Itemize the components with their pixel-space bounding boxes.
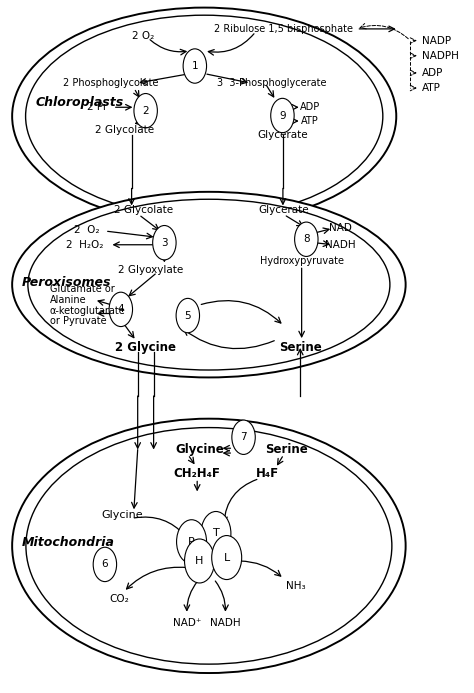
Text: L: L <box>224 552 230 563</box>
Text: 2 Glycine: 2 Glycine <box>115 341 176 353</box>
Text: CO₂: CO₂ <box>109 594 129 604</box>
Text: T: T <box>212 529 219 538</box>
Text: 6: 6 <box>101 559 108 570</box>
Text: Glutamate or: Glutamate or <box>50 284 114 295</box>
Ellipse shape <box>12 419 406 673</box>
Circle shape <box>153 225 176 260</box>
Ellipse shape <box>12 8 396 225</box>
Circle shape <box>134 94 157 128</box>
Text: 2: 2 <box>142 106 149 116</box>
Ellipse shape <box>26 428 392 664</box>
Text: α-ketoglutarate: α-ketoglutarate <box>50 306 125 316</box>
Text: 2 Phosphoglycolate: 2 Phosphoglycolate <box>63 78 158 88</box>
Text: Hydroxypyruvate: Hydroxypyruvate <box>260 256 344 265</box>
Text: Peroxisomes: Peroxisomes <box>21 276 111 289</box>
Text: Serine: Serine <box>279 341 322 353</box>
Text: H₄F: H₄F <box>256 467 279 480</box>
Text: NH₃: NH₃ <box>286 581 305 590</box>
Ellipse shape <box>26 15 383 217</box>
Text: P: P <box>188 537 195 547</box>
Circle shape <box>201 511 231 556</box>
Text: 2 O₂: 2 O₂ <box>132 30 155 41</box>
Text: NADPH: NADPH <box>422 51 459 61</box>
Circle shape <box>271 98 294 132</box>
Text: ATP: ATP <box>422 83 441 93</box>
Text: Mitochondria: Mitochondria <box>21 536 114 549</box>
Text: 3: 3 <box>161 238 168 247</box>
Text: Glycerate: Glycerate <box>257 130 308 140</box>
Circle shape <box>184 539 215 583</box>
Text: 2 Ribulose 1,5 bisphosphate: 2 Ribulose 1,5 bisphosphate <box>214 24 353 34</box>
Circle shape <box>93 547 117 581</box>
Text: 4: 4 <box>118 304 124 315</box>
Text: 9: 9 <box>279 110 286 121</box>
Text: 2 Glyoxylate: 2 Glyoxylate <box>118 265 183 275</box>
Text: ADP: ADP <box>422 68 443 78</box>
Text: Glycine: Glycine <box>175 443 224 456</box>
Text: 3  3-Phosphoglycerate: 3 3-Phosphoglycerate <box>218 78 327 88</box>
Text: 1: 1 <box>191 61 198 71</box>
Text: Glycine: Glycine <box>101 510 143 520</box>
Text: ATP: ATP <box>301 116 319 126</box>
Circle shape <box>176 299 200 333</box>
Ellipse shape <box>12 192 406 378</box>
Text: 8: 8 <box>303 234 310 244</box>
Circle shape <box>232 420 255 455</box>
Text: Alanine: Alanine <box>50 295 86 305</box>
Text: Serine: Serine <box>265 443 308 456</box>
Text: NADP: NADP <box>422 35 451 46</box>
Circle shape <box>183 49 207 83</box>
Text: CH₂H₄F: CH₂H₄F <box>174 467 220 480</box>
Text: or Pyruvate: or Pyruvate <box>50 316 106 326</box>
Text: NADH: NADH <box>210 618 241 628</box>
Circle shape <box>109 292 133 326</box>
Circle shape <box>212 536 242 579</box>
Text: 2  O₂: 2 O₂ <box>74 225 100 235</box>
Text: 5: 5 <box>184 310 191 321</box>
Text: ADP: ADP <box>300 103 320 112</box>
Ellipse shape <box>28 200 390 370</box>
Text: 2  H₂O₂: 2 H₂O₂ <box>66 240 103 249</box>
Text: Chloroplasts: Chloroplasts <box>36 96 124 109</box>
Text: 2 Glycolate: 2 Glycolate <box>95 125 154 135</box>
Text: 2 Glycolate: 2 Glycolate <box>114 205 173 216</box>
Text: NAD⁺: NAD⁺ <box>173 618 201 628</box>
Text: H: H <box>195 556 204 566</box>
Text: NADH: NADH <box>325 240 356 249</box>
Text: Glycerate: Glycerate <box>258 205 309 216</box>
Circle shape <box>177 520 207 563</box>
Text: NAD: NAD <box>328 223 352 234</box>
Circle shape <box>295 222 318 256</box>
Text: 7: 7 <box>240 432 247 442</box>
Text: 2 Pi: 2 Pi <box>87 103 106 112</box>
